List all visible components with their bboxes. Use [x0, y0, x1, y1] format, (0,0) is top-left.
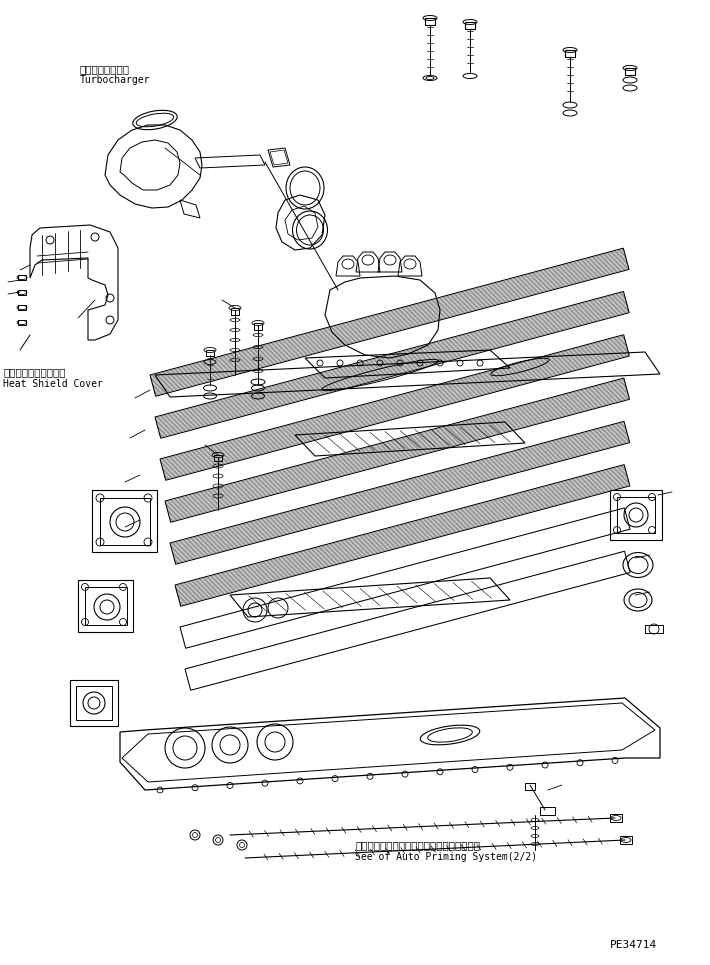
Bar: [92, 490, 157, 552]
Bar: [617, 497, 655, 533]
Text: ヒートシールドカバー: ヒートシールドカバー: [3, 367, 65, 377]
Bar: [76, 686, 112, 720]
Bar: [465, 22, 475, 29]
Bar: [70, 680, 118, 726]
Bar: [565, 50, 575, 57]
Text: Turbocharger: Turbocharger: [80, 75, 151, 85]
Text: PE34714: PE34714: [610, 940, 657, 950]
Bar: [610, 814, 622, 822]
Bar: [231, 308, 239, 315]
Text: Heat Shield Cover: Heat Shield Cover: [3, 379, 103, 389]
Bar: [206, 350, 214, 356]
Bar: [18, 320, 26, 325]
Text: オートプライミングシステム（２／２）参照: オートプライミングシステム（２／２）参照: [355, 840, 480, 850]
Bar: [18, 275, 26, 280]
Text: See of Auto Priming System(2/2): See of Auto Priming System(2/2): [355, 852, 537, 862]
Text: ターボチャージャ: ターボチャージャ: [80, 64, 130, 74]
Bar: [620, 836, 632, 844]
Bar: [18, 305, 26, 310]
Bar: [525, 783, 535, 790]
Bar: [610, 490, 662, 540]
Bar: [645, 625, 663, 633]
Bar: [18, 290, 26, 295]
Bar: [254, 323, 262, 330]
Bar: [100, 498, 150, 545]
Bar: [78, 580, 133, 632]
Bar: [425, 18, 435, 25]
Bar: [85, 587, 127, 625]
Bar: [214, 455, 222, 461]
Bar: [540, 807, 555, 815]
Bar: [625, 68, 635, 75]
